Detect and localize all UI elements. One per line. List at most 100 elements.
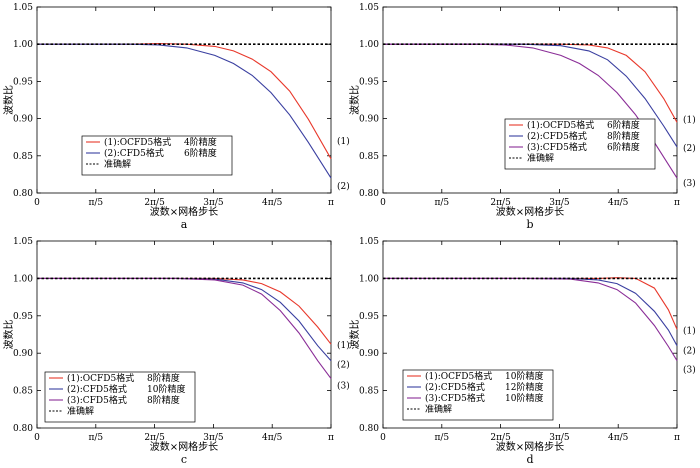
y-tick-label: 0.95 [359, 77, 379, 87]
y-tick-label: 1.05 [359, 237, 379, 247]
legend-label: (1):OCFD5格式 [425, 370, 492, 382]
legend-label: 准确解 [527, 152, 554, 164]
legend-accuracy: 10阶精度 [505, 370, 543, 382]
y-tick-label: 0.95 [359, 312, 379, 322]
y-axis-label: 波数比 [348, 85, 361, 115]
x-tick-label: π [674, 198, 680, 208]
x-tick-label: 0 [34, 198, 40, 208]
chart-panel-d: 0.80 0.85 0.90 0.95 1.00 1.05 0 π/5 2π/5 3π/5 4π/5… [348, 237, 696, 466]
legend-box [402, 369, 554, 421]
curve-label: (2) [683, 143, 696, 154]
legend-label: (1):OCFD5格式 [67, 372, 134, 384]
legend-accuracy: 12阶精度 [505, 381, 543, 393]
plot-frame [382, 6, 678, 194]
x-axis-label: 波数×网格步长 [496, 205, 564, 218]
y-tick-label: 0.90 [13, 349, 33, 359]
legend-accuracy: 6阶精度 [184, 147, 217, 159]
x-tick-label: 4π/5 [608, 198, 629, 208]
legend-label: (3):CFD5格式 [527, 141, 587, 153]
legend-label: (3):CFD5格式 [67, 394, 127, 406]
chart-panel-c: 0.80 0.85 0.90 0.95 1.00 1.05 0 π/5 2π/5 3π/5 4π/5… [2, 237, 350, 466]
legend-label: (1):OCFD5格式 [527, 119, 594, 131]
series-line-2 [37, 277, 332, 362]
y-tick-label: 0.90 [359, 115, 379, 125]
x-tick-label: π/5 [434, 198, 449, 208]
y-tick-label: 0.80 [359, 189, 379, 199]
legend: (1):OCFD5格式 10阶精度 (2):CFD5格式 12阶精度 (3):CFD5格… [402, 369, 554, 421]
x-tick-label: 4π/5 [608, 433, 629, 443]
panel-letter: d [526, 453, 533, 466]
legend-label: (2):CFD5格式 [104, 147, 164, 159]
curve-label: (1) [683, 114, 696, 125]
legend: (1):OCFD5格式 8阶精度 (2):CFD5格式 10阶精度 (3):CFD5格式… [44, 371, 196, 423]
y-tick-label: 1.00 [359, 274, 379, 284]
series-line-3 [383, 277, 678, 361]
y-tick-label: 0.90 [359, 349, 379, 359]
series-line-2 [383, 277, 678, 346]
plot-frame [36, 6, 332, 194]
legend: (1):OCFD5格式 6阶精度 (2):CFD5格式 8阶精度 (3):CFD5格式 6… [504, 118, 656, 170]
curve-label: (3) [683, 178, 696, 189]
legend-box [81, 135, 233, 176]
y-axis-label: 波数比 [348, 320, 361, 350]
y-tick-label: 0.80 [13, 424, 33, 434]
x-tick-label: π/5 [88, 433, 103, 443]
legend-box [44, 371, 196, 423]
y-axis-label: 波数比 [2, 85, 15, 115]
legend-label: (2):CFD5格式 [425, 381, 485, 393]
legend-accuracy: 8阶精度 [147, 372, 180, 384]
x-tick-label: π [674, 433, 680, 443]
curve-label: (2) [683, 346, 696, 357]
x-tick-label: 2π/5 [144, 198, 165, 208]
x-tick-label: 0 [380, 198, 386, 208]
y-tick-label: 0.95 [13, 77, 33, 87]
x-tick-label: π/5 [88, 198, 103, 208]
x-tick-label: 3π/5 [549, 198, 570, 208]
x-tick-label: π [328, 198, 334, 208]
x-tick-label: 2π/5 [144, 433, 165, 443]
curve-label: (2) [337, 360, 350, 371]
chart-panel-b: 0.80 0.85 0.90 0.95 1.00 1.05 0 π/5 2π/5 3π/5 4π/5… [348, 3, 696, 231]
legend-accuracy: 10阶精度 [505, 392, 543, 404]
y-tick-label: 0.85 [359, 152, 379, 162]
panel-letter: c [181, 453, 187, 466]
curve-label: (1) [337, 340, 350, 351]
x-tick-label: π/5 [434, 433, 449, 443]
y-tick-label: 1.00 [359, 40, 379, 50]
legend-label: 准确解 [104, 158, 131, 170]
legend-accuracy: 4阶精度 [184, 136, 217, 148]
x-tick-label: 4π/5 [262, 198, 283, 208]
x-tick-label: 2π/5 [490, 433, 511, 443]
legend-accuracy: 8阶精度 [147, 394, 180, 406]
y-tick-label: 1.05 [13, 237, 33, 247]
legend-label: (1):OCFD5格式 [104, 136, 171, 148]
x-tick-label: 2π/5 [490, 198, 511, 208]
curve-label: (3) [683, 365, 696, 376]
x-tick-label: 4π/5 [262, 433, 283, 443]
legend-accuracy: 10阶精度 [147, 383, 185, 395]
x-tick-label: π [328, 433, 334, 443]
legend-label: (2):CFD5格式 [527, 130, 587, 142]
plot-frame [382, 240, 678, 429]
y-tick-label: 1.00 [13, 274, 33, 284]
curve-label: (2) [337, 181, 350, 192]
legend-box [504, 118, 656, 170]
x-tick-label: 0 [34, 433, 40, 443]
y-tick-label: 0.85 [359, 387, 379, 397]
x-tick-label: 0 [380, 433, 386, 443]
legend-label: (2):CFD5格式 [67, 383, 127, 395]
panel-letter: a [181, 218, 188, 231]
legend-label: 准确解 [425, 403, 452, 415]
x-tick-label: 3π/5 [549, 433, 570, 443]
y-tick-label: 0.80 [359, 424, 379, 434]
series-line-3 [37, 277, 332, 379]
x-tick-label: 3π/5 [203, 198, 224, 208]
legend-label: (3):CFD5格式 [425, 392, 485, 404]
legend-accuracy: 6阶精度 [607, 119, 640, 131]
x-axis-label: 波数×网格步长 [150, 205, 218, 218]
legend-label: 准确解 [67, 405, 94, 417]
series-line-1 [37, 277, 332, 345]
y-tick-label: 0.80 [13, 189, 33, 199]
